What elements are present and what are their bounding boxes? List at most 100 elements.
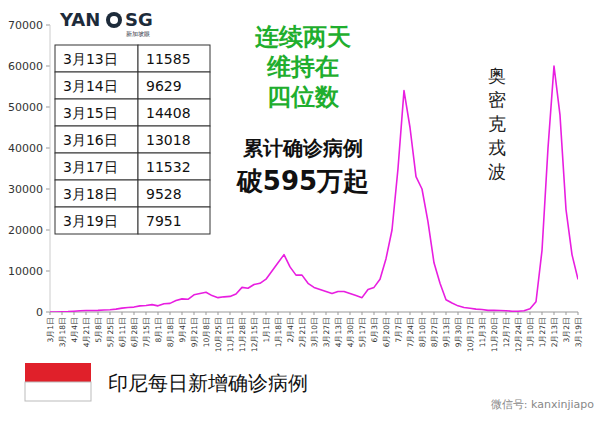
y-tick: [46, 148, 50, 149]
x-tick: [170, 312, 171, 315]
headline: 连续两天: [254, 23, 351, 51]
annotation-char: 奥: [488, 65, 506, 86]
table-date: 3月19日: [63, 213, 118, 229]
x-tick-label: 3月18日: [58, 317, 67, 347]
x-tick-label: 3月19日: [574, 317, 583, 347]
x-tick: [122, 312, 123, 315]
x-tick: [206, 312, 207, 315]
x-tick: [86, 312, 87, 315]
x-tick: [566, 312, 567, 315]
logo-sub: 新加坡眼: [126, 30, 150, 37]
x-tick-label: 10月25日: [214, 317, 223, 352]
x-tick-label: 8月18日: [166, 317, 175, 347]
logo-icon: [110, 16, 118, 24]
table-cell: [138, 207, 210, 234]
x-tick-label: 3月2日: [562, 317, 571, 343]
legend-flag: [25, 363, 91, 382]
x-tick-label: 7月15日: [142, 317, 151, 347]
annotation-char: 戎: [488, 137, 506, 158]
x-tick-label: 6月28日: [130, 317, 139, 347]
x-tick: [194, 312, 195, 315]
table-cell: [138, 153, 210, 180]
y-tick-label: 20000: [8, 224, 43, 237]
table-cell: [55, 207, 138, 234]
subheadline: 累计确诊病例: [242, 136, 363, 160]
chart: 0100002000030000400005000060000700003月1日…: [0, 0, 601, 424]
x-tick-label: 10月8日: [202, 317, 211, 347]
x-tick-label: 4月4日: [70, 317, 79, 343]
x-tick: [242, 312, 243, 315]
table-value: 9629: [146, 78, 182, 94]
x-tick-label: 2月13日: [550, 317, 559, 347]
x-tick: [314, 312, 315, 315]
x-tick-label: 1月27日: [538, 317, 547, 347]
x-tick: [278, 312, 279, 315]
headline: 维持在: [266, 53, 339, 81]
table-date: 3月16日: [63, 132, 118, 148]
x-tick: [410, 312, 411, 315]
table-cell: [138, 99, 210, 126]
x-tick-label: 8月10日: [418, 317, 427, 347]
x-tick: [434, 312, 435, 315]
logo-text: SG: [125, 9, 153, 30]
x-tick: [374, 312, 375, 315]
table-cell: [55, 45, 138, 72]
x-tick-label: 7月24日: [406, 317, 415, 347]
table-cell: [138, 126, 210, 153]
x-tick-label: 10月17日: [466, 317, 475, 352]
y-axis: [50, 25, 51, 312]
x-tick: [386, 312, 387, 315]
x-tick-label: 9月13日: [442, 317, 451, 347]
x-tick: [482, 312, 483, 315]
y-tick-label: 60000: [8, 60, 43, 73]
x-tick-label: 12月15日: [250, 317, 259, 352]
logo-text: YAN: [59, 9, 100, 30]
x-tick-label: 6月3日: [370, 317, 379, 343]
x-tick: [146, 312, 147, 315]
x-tick-label: 8月27日: [430, 317, 439, 347]
x-tick-label: 5月8日: [94, 317, 103, 343]
annotation: 奥密克戎波: [488, 65, 506, 182]
table-date: 3月14日: [63, 78, 118, 94]
x-tick-label: 6月11日: [118, 317, 127, 347]
table-cell: [55, 72, 138, 99]
x-tick: [350, 312, 351, 315]
y-tick: [46, 189, 50, 190]
x-tick: [62, 312, 63, 315]
headline: 四位数: [267, 83, 340, 111]
table-value: 11585: [146, 51, 191, 67]
legend-flag: [25, 382, 91, 401]
x-tick: [338, 312, 339, 315]
table-value: 7951: [146, 213, 182, 229]
x-tick: [494, 312, 495, 315]
y-tick: [46, 107, 50, 108]
x-tick: [470, 312, 471, 315]
x-tick: [302, 312, 303, 315]
table-cell: [55, 126, 138, 153]
table-date: 3月17日: [63, 159, 118, 175]
x-tick-label: 2月21日: [298, 317, 307, 347]
legend-label: 印尼每日新增确诊病例: [108, 371, 308, 395]
x-tick: [458, 312, 459, 315]
table-cell: [55, 153, 138, 180]
x-tick: [98, 312, 99, 315]
table-cell: [138, 72, 210, 99]
x-tick-label: 4月21日: [82, 317, 91, 347]
annotation-char: 波: [488, 161, 506, 182]
y-tick-label: 40000: [8, 142, 43, 155]
y-tick-label: 50000: [8, 101, 43, 114]
x-tick: [50, 312, 51, 315]
x-tick: [74, 312, 75, 315]
table-cell: [138, 180, 210, 207]
annotation-char: 密: [488, 89, 506, 110]
y-tick-label: 10000: [8, 265, 43, 278]
annotation-char: 克: [488, 113, 506, 134]
table-value: 9528: [146, 186, 182, 202]
table-date: 3月15日: [63, 105, 118, 121]
x-tick-label: 5月25日: [106, 317, 115, 347]
x-tick: [578, 312, 579, 315]
x-tick-label: 3月10日: [310, 317, 319, 347]
x-tick: [398, 312, 399, 315]
table-date: 3月18日: [63, 186, 118, 202]
x-tick-label: 8月1日: [154, 317, 163, 343]
